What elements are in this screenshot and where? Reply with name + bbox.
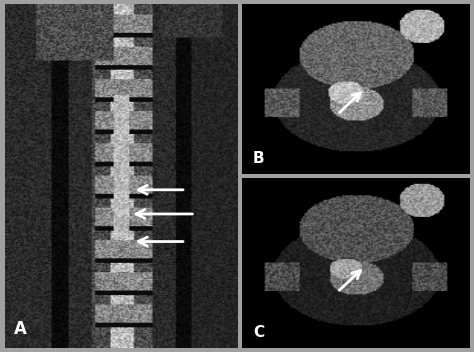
Text: C: C xyxy=(253,325,264,340)
Text: B: B xyxy=(253,151,265,166)
Text: A: A xyxy=(14,320,27,338)
